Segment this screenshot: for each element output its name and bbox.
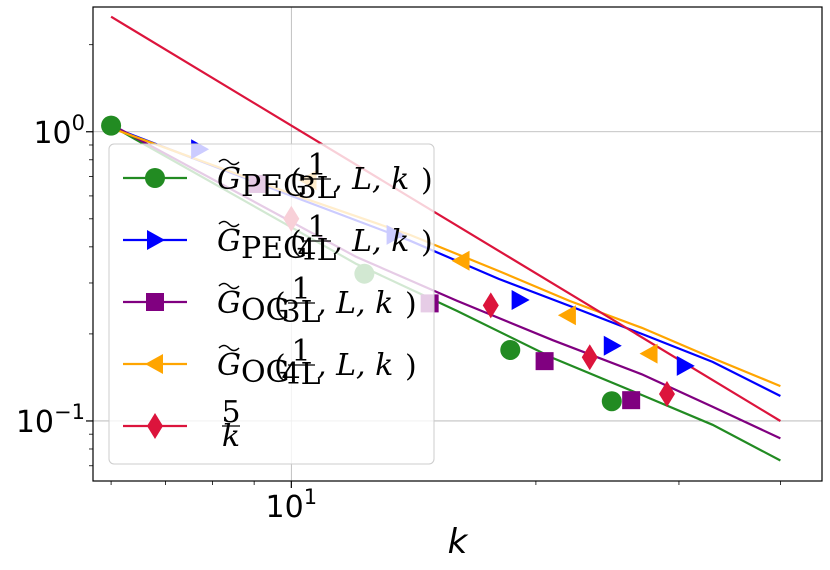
series-marker-0 bbox=[601, 391, 622, 412]
legend-frac-num: 1 bbox=[307, 210, 326, 245]
legend-label: G PEG(13L, L, k) bbox=[217, 148, 433, 206]
legend-paren-open: ( bbox=[290, 225, 302, 260]
legend-frac-den: k bbox=[222, 419, 240, 454]
legend-frac-num: 1 bbox=[291, 272, 310, 307]
y-tick-label: 10−1 bbox=[16, 400, 85, 440]
series-line-4 bbox=[110, 15, 781, 422]
series-marker-4 bbox=[658, 380, 675, 407]
series-marker-2 bbox=[535, 352, 554, 371]
legend-g: G bbox=[217, 162, 241, 197]
legend-subscript: OG bbox=[241, 355, 290, 390]
series-marker-3 bbox=[639, 343, 658, 364]
legend-label: G OG(14L, L, k) bbox=[217, 334, 417, 392]
series-marker-1 bbox=[511, 289, 530, 310]
legend-label: G OG(13L, L, k) bbox=[217, 272, 417, 330]
legend-tilde bbox=[218, 282, 240, 290]
series-marker-4 bbox=[581, 344, 598, 371]
legend-marker-0 bbox=[145, 168, 165, 188]
legend-paren-close: ) bbox=[421, 163, 433, 198]
legend-frac-num: 1 bbox=[307, 148, 326, 183]
legend-tilde bbox=[218, 158, 240, 166]
legend-paren-open: ( bbox=[274, 349, 286, 384]
legend: G PEG(13L, L, k)G PEG(14L, L, k)G OG(13L, L… bbox=[108, 143, 435, 465]
legend-g: G bbox=[217, 224, 241, 259]
legend-frac-den: 3L bbox=[281, 295, 320, 330]
legend-label: 5k bbox=[221, 395, 240, 454]
legend-marker-1 bbox=[147, 230, 165, 250]
series-marker-3 bbox=[451, 250, 470, 271]
series-marker-0 bbox=[101, 115, 122, 136]
legend-marker-4 bbox=[147, 413, 163, 439]
legend-marker-3 bbox=[145, 354, 163, 374]
legend-paren-open: ( bbox=[274, 287, 286, 322]
legend-box bbox=[108, 143, 435, 465]
legend-paren-close: ) bbox=[405, 287, 417, 322]
x-axis-label: k bbox=[448, 522, 469, 562]
legend-subscript: OG bbox=[241, 293, 290, 328]
series-marker-3 bbox=[557, 305, 576, 326]
legend-label: G PEG(14L, L, k) bbox=[217, 210, 433, 268]
legend-paren-close: ) bbox=[421, 225, 433, 260]
legend-g: G bbox=[217, 348, 241, 383]
legend-frac-num: 1 bbox=[291, 334, 310, 369]
legend-frac-num: 5 bbox=[221, 395, 240, 430]
series-marker-4 bbox=[482, 292, 499, 319]
x-tick-label: 101 bbox=[266, 485, 318, 525]
legend-paren-open: ( bbox=[290, 163, 302, 198]
legend-subscript: PEG bbox=[241, 169, 307, 204]
minor-ticks bbox=[89, 44, 781, 485]
plot-frame bbox=[92, 6, 823, 482]
legend-tilde bbox=[218, 220, 240, 228]
legend-paren-close: ) bbox=[405, 349, 417, 384]
legend-frac-den: 4L bbox=[297, 233, 336, 268]
legend-args: , L, k bbox=[333, 162, 409, 197]
legend-args: , L, k bbox=[317, 286, 393, 321]
legend-subscript: PEG bbox=[241, 231, 307, 266]
legend-args: , L, k bbox=[317, 348, 393, 383]
series-marker-0 bbox=[500, 339, 521, 360]
series-marker-1 bbox=[676, 355, 695, 376]
legend-args: , L, k bbox=[333, 224, 409, 259]
legend-marker-2 bbox=[146, 293, 164, 311]
legend-frac-den: 3L bbox=[297, 171, 336, 206]
series-marker-2 bbox=[622, 391, 641, 410]
legend-frac-den: 4L bbox=[281, 357, 320, 392]
y-tick-label: 100 bbox=[33, 111, 85, 151]
legend-tilde bbox=[218, 344, 240, 352]
legend-g: G bbox=[217, 286, 241, 321]
series-marker-1 bbox=[603, 335, 622, 356]
tick-labels: 101 100 10−1 bbox=[16, 111, 317, 525]
